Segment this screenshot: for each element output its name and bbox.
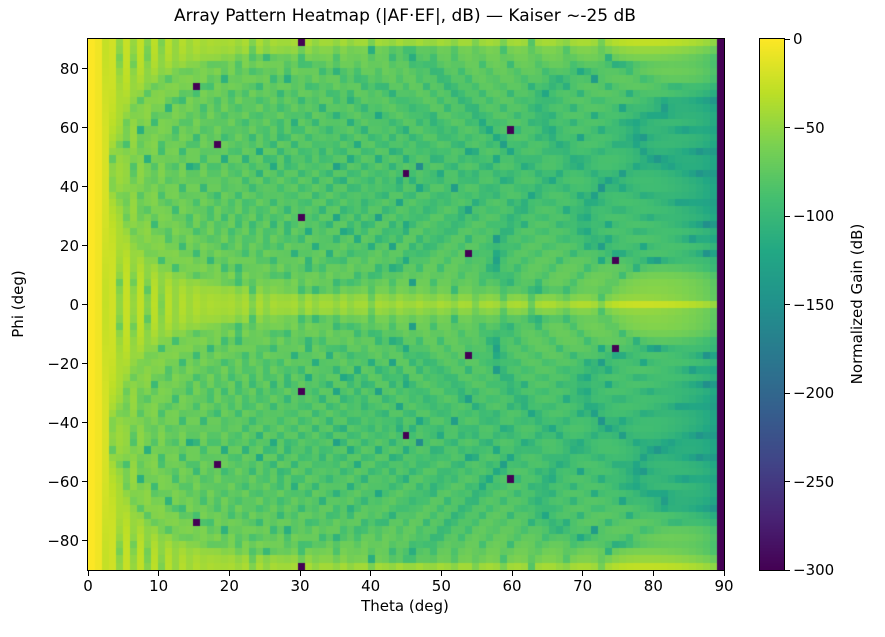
y-tick-label: 60 xyxy=(59,118,79,137)
plot-area xyxy=(87,38,725,571)
y-tick xyxy=(82,363,87,364)
y-tick-label: 80 xyxy=(59,59,79,78)
y-tick xyxy=(82,540,87,541)
y-tick xyxy=(82,186,87,187)
y-tick-label: −80 xyxy=(47,531,79,550)
x-tick xyxy=(228,571,230,576)
x-tick xyxy=(158,571,160,576)
colorbar-label: Normalized Gain (dB) xyxy=(848,223,866,385)
y-tick xyxy=(82,127,87,128)
x-tick-label: 90 xyxy=(714,577,734,595)
y-tick-label: 0 xyxy=(69,295,79,314)
y-tick xyxy=(82,245,87,246)
x-tick-label: 10 xyxy=(149,577,169,595)
colorbar-tick-label: −200 xyxy=(793,384,835,402)
colorbar-tick xyxy=(785,304,790,305)
colorbar-tick-label: −150 xyxy=(793,295,835,314)
x-tick xyxy=(440,571,442,576)
x-tick xyxy=(87,571,89,576)
x-tick-label: 70 xyxy=(573,577,593,595)
y-tick xyxy=(82,481,87,482)
y-tick-label: 40 xyxy=(59,177,79,196)
x-tick-label: 40 xyxy=(361,577,381,595)
y-tick-label: 20 xyxy=(59,236,79,255)
y-tick xyxy=(82,422,87,423)
y-tick xyxy=(82,304,87,305)
x-tick xyxy=(723,571,725,576)
colorbar-tick xyxy=(785,481,790,482)
x-tick xyxy=(652,571,654,576)
colorbar-gradient xyxy=(760,39,784,570)
colorbar-tick xyxy=(785,127,790,128)
colorbar-tick-label: 0 xyxy=(793,30,803,48)
colorbar-tick-label: −300 xyxy=(793,561,835,579)
y-tick-label: −60 xyxy=(47,472,79,491)
x-tick-label: 30 xyxy=(290,577,310,595)
x-tick-label: 80 xyxy=(643,577,663,595)
colorbar-tick xyxy=(785,38,790,40)
x-tick xyxy=(299,571,301,576)
colorbar-tick xyxy=(785,569,790,571)
y-tick-label: −20 xyxy=(47,354,79,373)
x-tick-label: 50 xyxy=(431,577,451,595)
x-tick xyxy=(370,571,372,576)
x-axis-label: Theta (deg) xyxy=(361,597,449,615)
y-tick-label: −40 xyxy=(47,413,79,432)
colorbar xyxy=(759,38,785,571)
colorbar-tick-label: −100 xyxy=(793,207,835,225)
x-tick-label: 20 xyxy=(219,577,239,595)
x-tick xyxy=(582,571,584,576)
colorbar-tick xyxy=(785,392,790,394)
x-tick xyxy=(511,571,513,576)
colorbar-tick-label: −250 xyxy=(793,472,835,491)
y-tick xyxy=(82,68,87,69)
x-tick-label: 0 xyxy=(83,577,93,595)
chart-title: Array Pattern Heatmap (|AF·EF|, dB) — Ka… xyxy=(174,6,636,26)
x-tick-label: 60 xyxy=(502,577,522,595)
colorbar-tick-label: −50 xyxy=(793,118,825,137)
colorbar-tick xyxy=(785,215,790,217)
heatmap-canvas xyxy=(88,39,724,570)
